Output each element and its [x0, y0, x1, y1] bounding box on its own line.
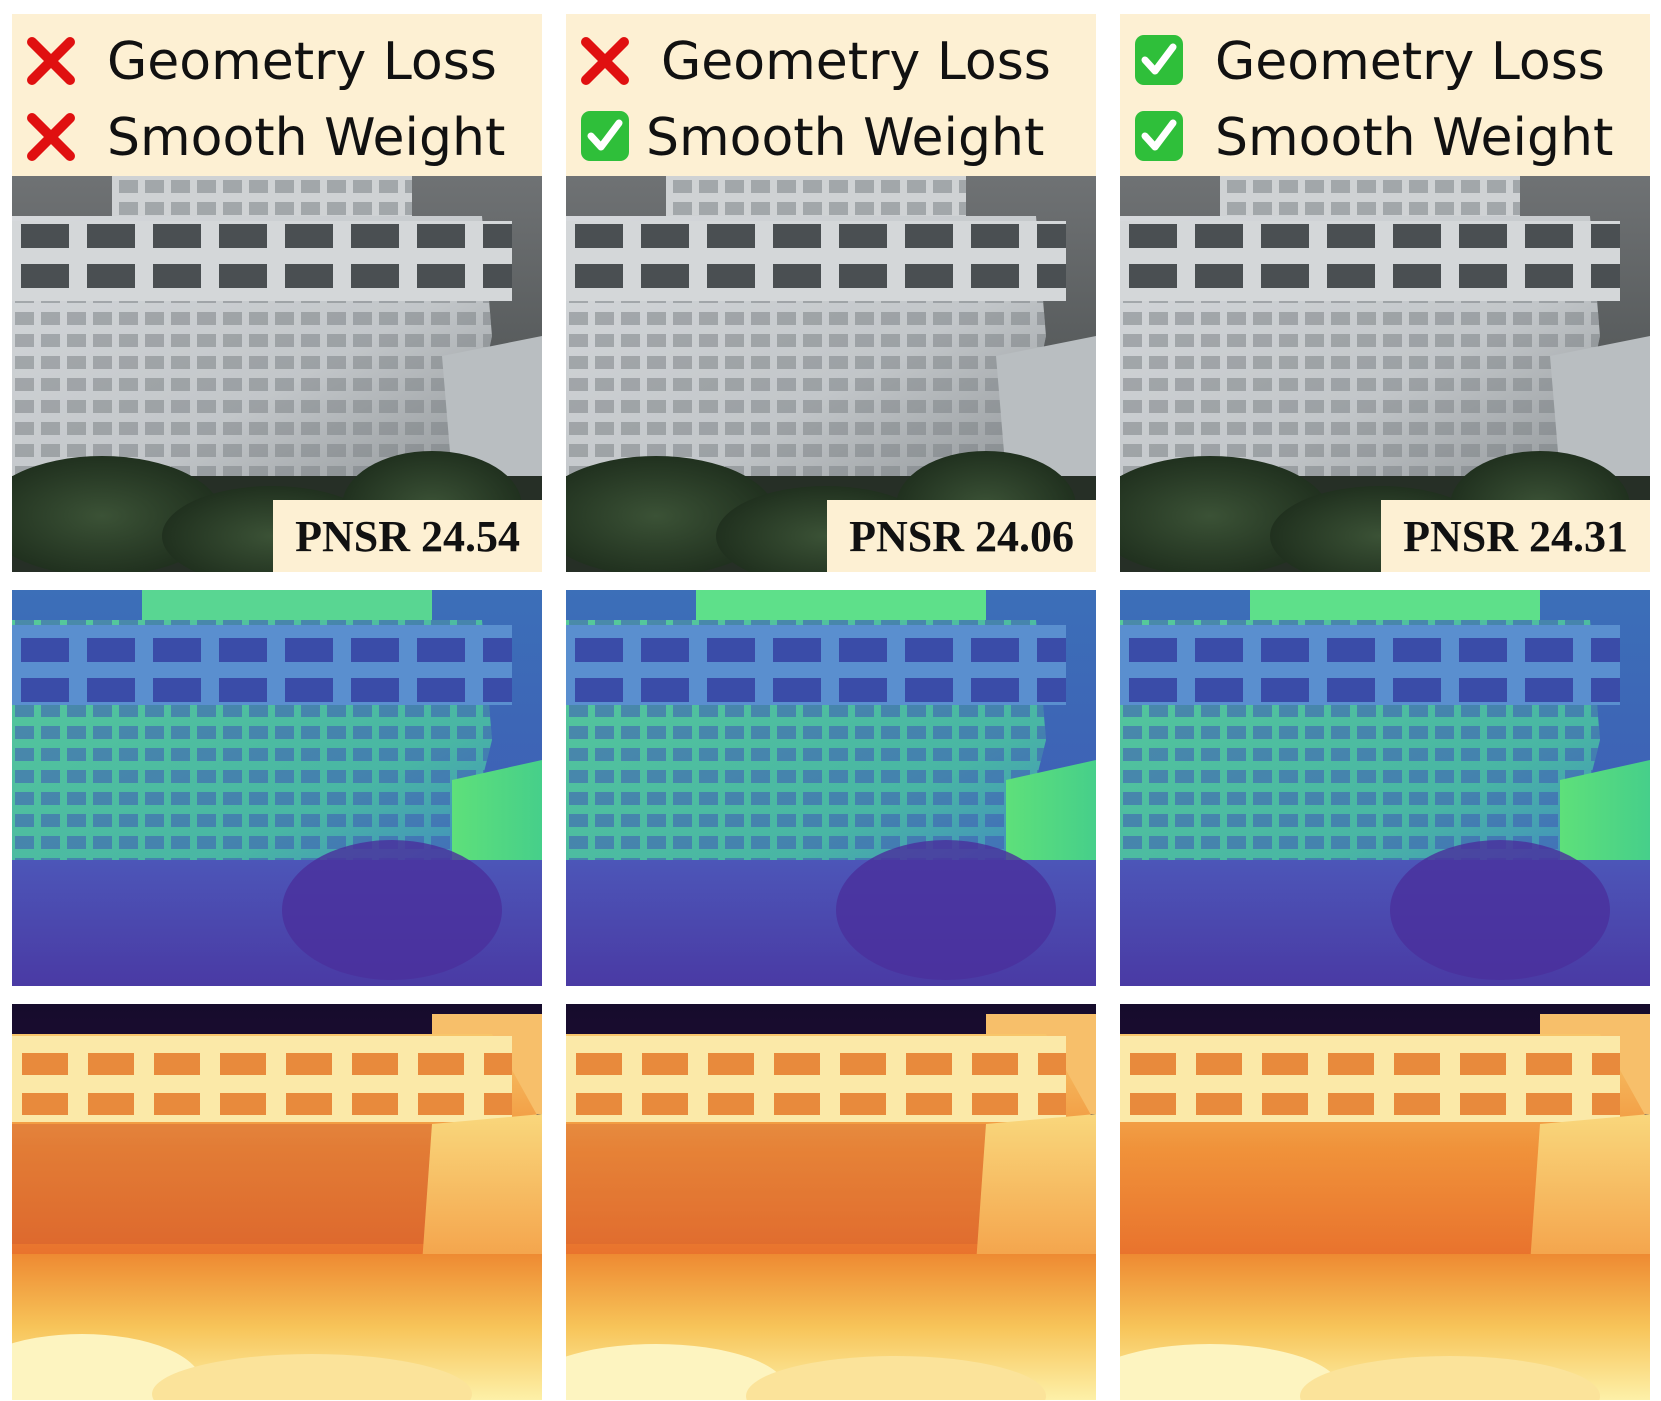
geometry-loss-row: Geometry Loss — [566, 24, 1096, 100]
smooth-weight-label: Smooth Weight — [646, 108, 1045, 168]
rgb-render: PNSR 24.06 — [566, 176, 1096, 572]
rgb-render: PNSR 24.54 — [12, 176, 542, 572]
green-check-icon — [1135, 111, 1183, 161]
depth-map — [566, 1004, 1096, 1400]
geometry-loss-label: Geometry Loss — [107, 32, 497, 92]
red-cross-icon — [27, 37, 75, 85]
geometry-loss-label: Geometry Loss — [1215, 32, 1605, 92]
setting-header: Geometry Loss Smooth Weight — [12, 14, 542, 176]
psnr-label: PNSR 24.06 — [827, 500, 1096, 572]
normal-map — [566, 590, 1096, 986]
geometry-loss-row: Geometry Loss — [12, 24, 542, 100]
geometry-loss-row: Geometry Loss — [1120, 24, 1650, 100]
setting-header: Geometry Loss Smooth Weight — [1120, 14, 1650, 176]
smooth-weight-label: Smooth Weight — [107, 108, 506, 168]
green-check-icon — [581, 111, 629, 161]
smooth-weight-row: Smooth Weight — [1120, 100, 1650, 176]
normal-map — [1120, 590, 1650, 986]
smooth-weight-label: Smooth Weight — [1215, 108, 1614, 168]
smooth-weight-row: Smooth Weight — [566, 100, 1096, 176]
red-cross-icon — [27, 113, 75, 161]
psnr-label: PNSR 24.31 — [1381, 500, 1650, 572]
red-cross-icon — [581, 37, 629, 85]
setting-header: Geometry Loss Smooth Weight — [566, 14, 1096, 176]
depth-map — [1120, 1004, 1650, 1400]
depth-map — [12, 1004, 542, 1400]
rgb-render: PNSR 24.31 — [1120, 176, 1650, 572]
geometry-loss-label: Geometry Loss — [661, 32, 1051, 92]
normal-map — [12, 590, 542, 986]
smooth-weight-row: Smooth Weight — [12, 100, 542, 176]
green-check-icon — [1135, 35, 1183, 85]
psnr-label: PNSR 24.54 — [273, 500, 542, 572]
